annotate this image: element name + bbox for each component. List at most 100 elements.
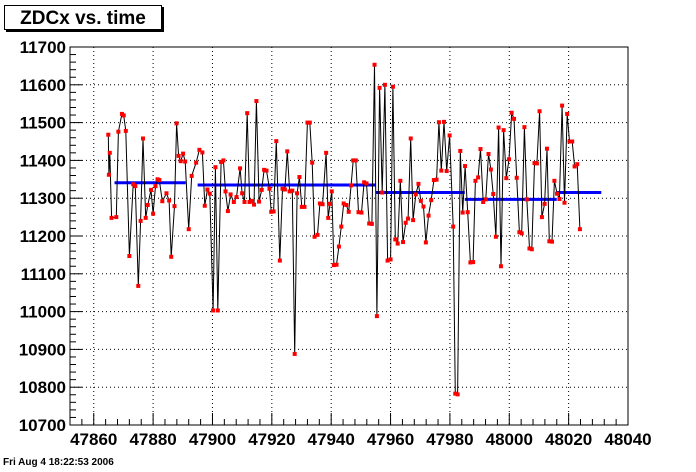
data-point <box>377 85 382 90</box>
data-point <box>169 254 174 259</box>
data-point <box>529 247 534 252</box>
plot-area <box>69 46 629 426</box>
data-point <box>247 199 252 204</box>
data-point <box>271 209 276 214</box>
data-point <box>106 172 111 177</box>
data-point <box>176 153 181 158</box>
data-point <box>141 136 146 141</box>
data-point <box>439 168 444 173</box>
data-point <box>496 125 501 130</box>
x-tick-label: 47900 <box>189 430 236 449</box>
data-point <box>106 132 111 137</box>
data-point <box>382 82 387 87</box>
data-point <box>403 220 408 225</box>
data-point <box>527 246 532 251</box>
data-point <box>207 191 212 196</box>
data-point <box>107 150 112 155</box>
data-point <box>483 197 488 202</box>
data-point <box>512 116 517 121</box>
data-point <box>567 139 572 144</box>
data-point <box>259 187 264 192</box>
data-point <box>287 189 292 194</box>
x-tick-label: 47940 <box>308 430 355 449</box>
data-point <box>213 165 218 170</box>
data-point <box>269 209 274 214</box>
data-point <box>473 178 478 183</box>
data-point <box>127 254 132 259</box>
data-point <box>506 157 511 162</box>
data-point <box>312 234 317 239</box>
data-point <box>267 186 272 191</box>
data-point <box>336 244 341 249</box>
data-point <box>406 216 411 221</box>
data-point <box>178 159 183 164</box>
data-point <box>539 215 544 220</box>
data-point <box>234 195 239 200</box>
data-point <box>295 191 300 196</box>
data-point <box>302 204 307 209</box>
data-point <box>277 258 282 263</box>
data-point <box>215 308 220 313</box>
data-point <box>257 199 262 204</box>
data-point <box>504 176 509 181</box>
data-point <box>390 84 395 89</box>
data-point <box>238 166 243 171</box>
data-point <box>205 187 210 192</box>
data-point <box>471 260 476 265</box>
data-point <box>280 186 285 191</box>
data-point <box>374 314 379 319</box>
data-point <box>468 260 473 265</box>
data-point <box>491 192 496 197</box>
data-point <box>328 201 333 206</box>
data-point <box>369 221 374 226</box>
data-point <box>167 198 172 203</box>
data-point <box>488 167 493 172</box>
data-point <box>418 198 423 203</box>
y-tick-label: 11200 <box>20 227 66 246</box>
data-point <box>221 158 226 163</box>
data-point <box>359 210 364 215</box>
data-point <box>202 203 207 208</box>
data-point <box>200 150 205 155</box>
data-point <box>522 125 527 130</box>
data-point <box>380 190 385 195</box>
data-point <box>532 161 537 166</box>
data-point <box>346 209 351 214</box>
data-point <box>547 239 552 244</box>
data-point <box>453 391 458 396</box>
data-point <box>372 62 377 67</box>
data-point <box>524 197 529 202</box>
data-point <box>292 351 297 356</box>
data-point <box>225 209 230 214</box>
data-point <box>353 158 358 163</box>
data-point <box>544 146 549 151</box>
data-point <box>388 257 393 262</box>
data-point <box>123 128 128 133</box>
data-point <box>339 224 344 229</box>
data-point <box>245 111 250 116</box>
x-tick-label: 48040 <box>604 430 651 449</box>
data-point <box>138 218 143 223</box>
data-point <box>231 199 236 204</box>
data-point <box>262 167 267 172</box>
data-point <box>429 198 434 203</box>
y-tick-label: 11000 <box>20 303 66 322</box>
data-point <box>116 129 121 134</box>
series <box>106 62 582 397</box>
data-point <box>186 227 191 232</box>
y-tick-label: 11100 <box>21 265 66 284</box>
data-point <box>133 184 138 189</box>
data-point <box>145 203 150 208</box>
data-point <box>517 230 522 235</box>
data-point <box>324 150 329 155</box>
data-point <box>157 178 162 183</box>
x-tick-label: 47920 <box>248 430 295 449</box>
data-point <box>315 232 320 237</box>
data-point <box>577 227 582 232</box>
data-point <box>242 199 247 204</box>
data-point <box>434 177 439 182</box>
data-point <box>562 200 567 205</box>
data-point <box>109 215 114 220</box>
data-point <box>451 224 456 229</box>
data-point <box>426 213 431 218</box>
